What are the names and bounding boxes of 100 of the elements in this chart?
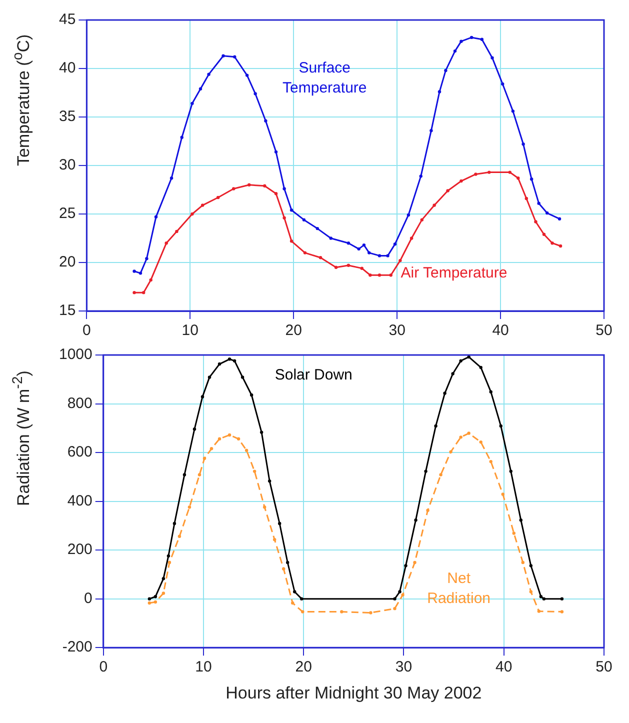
point (264, 119, 268, 122)
point (404, 564, 408, 568)
point (222, 54, 225, 58)
point (164, 242, 168, 245)
point (414, 518, 418, 522)
point (512, 532, 516, 535)
point (519, 518, 522, 522)
point (537, 202, 540, 205)
point (537, 610, 541, 613)
point (202, 456, 206, 460)
point (154, 215, 158, 219)
y-tick-label: 15 (58, 302, 76, 320)
point (162, 576, 166, 580)
point (329, 236, 332, 240)
y-tick-label: 30 (58, 156, 76, 174)
y-tick-label: 40 (58, 60, 76, 77)
point (398, 258, 402, 262)
point (434, 424, 438, 428)
point (260, 430, 264, 434)
point (509, 470, 512, 473)
point (467, 432, 470, 435)
point (460, 40, 463, 43)
point (244, 448, 248, 452)
point (228, 433, 232, 437)
point (148, 601, 152, 605)
point (558, 244, 562, 248)
y-tick-label: 20 (58, 254, 76, 271)
point (426, 508, 430, 512)
point (368, 251, 371, 254)
point (460, 179, 463, 183)
point (132, 290, 136, 294)
point (142, 290, 146, 294)
point (154, 595, 158, 598)
point (145, 257, 148, 260)
point (522, 142, 525, 146)
point (393, 242, 397, 246)
point (200, 204, 204, 207)
point (182, 473, 186, 476)
point (362, 243, 366, 247)
point (149, 278, 152, 282)
point (488, 170, 491, 174)
point (511, 110, 515, 113)
x-axis-title: Hours after Midnight 30 May 2002 (226, 683, 482, 702)
point (439, 473, 442, 476)
point (236, 437, 240, 440)
point (393, 606, 396, 610)
point (534, 220, 538, 224)
x-tick-label: 50 (596, 322, 612, 340)
point (190, 212, 194, 216)
point (334, 266, 338, 269)
point (413, 560, 416, 564)
point (419, 174, 422, 178)
point (529, 590, 533, 594)
point (443, 392, 446, 395)
point (542, 597, 546, 600)
point (272, 538, 276, 542)
point (198, 87, 202, 90)
x-tick-label: 30 (388, 322, 406, 340)
point (451, 372, 454, 376)
point (446, 189, 450, 192)
y-tick-label: 800 (67, 394, 92, 412)
point (233, 55, 236, 58)
point (180, 136, 184, 139)
point (240, 376, 244, 379)
point (406, 213, 410, 217)
point (268, 479, 272, 483)
point (340, 610, 344, 614)
point (172, 522, 176, 526)
point (480, 38, 484, 41)
point (378, 254, 382, 258)
point (560, 597, 564, 600)
point (410, 236, 414, 240)
series-label: Air Temperature (400, 264, 508, 282)
point (558, 217, 562, 220)
point (459, 436, 462, 439)
x-tick-label: 50 (596, 658, 612, 676)
series-label: Surface Temperature (282, 59, 367, 96)
point (542, 232, 546, 236)
point (378, 274, 382, 277)
point (346, 264, 350, 268)
point (138, 272, 142, 275)
point (524, 196, 528, 200)
series-label: Net Radiation (427, 570, 491, 608)
point (210, 447, 214, 450)
point (459, 359, 462, 362)
point (490, 56, 494, 60)
point (192, 428, 196, 431)
point (479, 366, 482, 370)
point (521, 560, 524, 564)
point (302, 218, 306, 222)
y-tick-label: 600 (67, 444, 92, 461)
point (252, 470, 256, 473)
x-tick-label: 30 (395, 658, 412, 676)
point (438, 90, 442, 94)
point (303, 251, 307, 254)
point (386, 254, 390, 258)
point (170, 176, 174, 180)
point (357, 247, 360, 251)
point (474, 172, 478, 176)
point (278, 522, 282, 526)
